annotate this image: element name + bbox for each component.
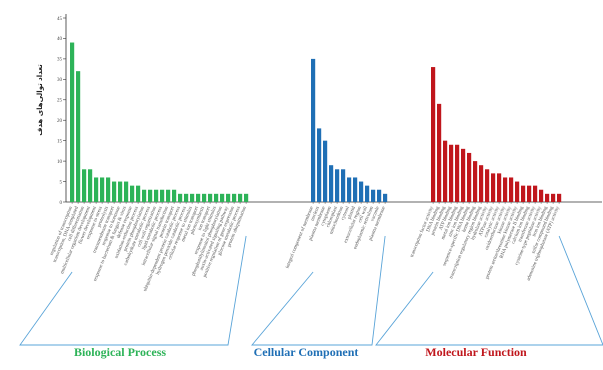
y-tick-label: 25 [57,99,63,104]
x-tick-label: vacuole [370,205,381,222]
bar [226,193,231,202]
bar [178,193,183,202]
bar [353,177,358,202]
bar [431,67,436,202]
bar [88,169,93,202]
bar [383,193,388,202]
bar [437,103,442,202]
bar [491,173,496,202]
y-tick-label: 10 [57,160,63,165]
group-bracket [19,235,247,346]
bar [455,144,460,202]
bar [557,193,562,202]
bar [190,193,195,202]
x-tick-label: cytosol [341,205,351,221]
bar [220,193,225,202]
group-bracket [375,235,603,346]
bar [214,193,219,202]
bar [202,193,207,202]
bar [76,71,81,203]
bar [106,177,111,202]
bar [238,193,243,202]
bar [341,169,346,202]
bar [551,193,556,202]
bar [154,189,159,202]
bar [509,177,514,202]
bar [335,169,340,202]
bar [449,144,454,202]
y-tick-label: 30 [57,78,63,83]
bar [539,189,544,202]
group-bracket [251,235,386,346]
bar [473,161,478,202]
group-label-biological-process: Biological Process [74,345,166,359]
y-tick-label: 0 [60,201,63,206]
y-axis-title: تعداد توالی‌های هدف [36,64,44,136]
group-label-molecular-function: Molecular Function [425,345,527,359]
bar [485,169,490,202]
x-tick-label: nucleus [311,206,321,222]
bar [70,42,75,203]
bar [467,152,472,202]
bar [124,181,129,202]
bar [443,140,448,202]
x-tick-label: plastid [347,205,357,220]
bar [479,165,484,202]
bar [377,189,382,202]
y-tick-label: 15 [57,139,63,144]
bar [208,193,213,202]
bar [545,193,550,202]
bar [317,128,322,202]
category-labels: regulation of transcriptiontranscription… [50,205,561,292]
bar [311,58,316,203]
group-brackets [19,235,603,346]
bar [160,189,165,202]
bar [184,193,189,202]
bar [130,185,135,202]
bar [515,181,520,202]
bar [347,177,352,202]
bar [136,185,141,202]
bar [533,185,538,202]
bar [359,181,364,202]
y-tick-label: 20 [57,119,63,124]
bar [329,165,334,202]
group-label-cellular-component: Cellular Component [254,345,359,359]
bar [166,189,171,202]
y-tick-label: 45 [57,17,63,22]
bar [142,189,147,202]
bar [527,185,532,202]
bar [196,193,201,202]
bar [497,173,502,202]
bar [118,181,123,202]
y-tick-label: 40 [57,37,63,42]
bar [503,177,508,202]
bar [82,169,87,202]
bar [461,148,466,202]
bar [148,189,153,202]
bar [244,193,249,202]
bar [100,177,105,202]
bar [232,193,237,202]
bar [94,177,99,202]
y-tick-label: 35 [57,58,63,63]
bar [112,181,117,202]
bars [70,42,562,203]
bar [371,189,376,202]
bar [521,185,526,202]
y-tick-label: 5 [60,180,63,185]
bar [323,140,328,202]
bar [172,189,177,202]
x-tick-label: cell wall [358,205,369,223]
bar [365,185,370,202]
